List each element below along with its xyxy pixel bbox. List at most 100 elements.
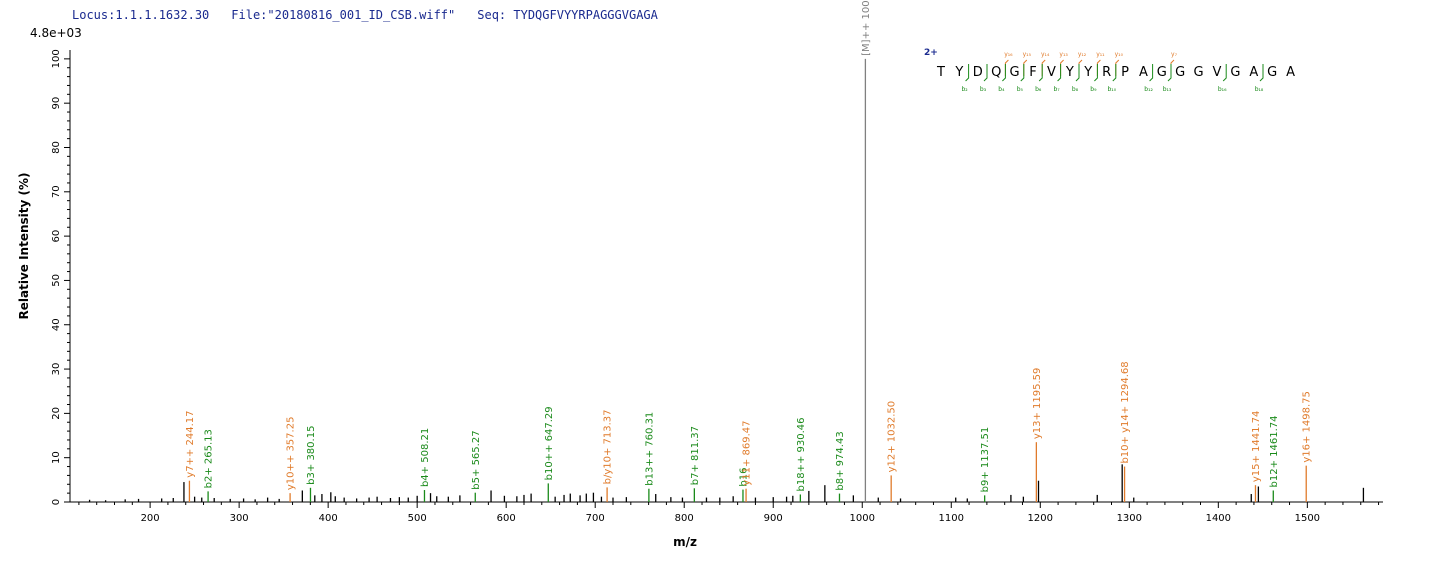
b-mark-label: b₅	[1017, 86, 1024, 93]
b-cleavage-mark	[1149, 64, 1154, 82]
residue: G	[1194, 65, 1204, 80]
peaks-layer	[88, 58, 1365, 502]
b-mark-label: b₁₂	[1144, 86, 1153, 93]
residue: G	[1175, 65, 1185, 80]
b-mark-label: b₆	[1035, 86, 1042, 93]
y-mark-label: y₁₂	[1078, 51, 1087, 58]
peak-label: b18++ 930.46	[796, 417, 807, 491]
peak-label: b16	[738, 468, 749, 487]
b-mark-label: b₁₈	[1255, 86, 1264, 93]
y-mark-label: y₁₀	[1115, 51, 1124, 58]
b-mark-label: b₉	[1090, 86, 1097, 93]
peak-label: y7++ 244.17	[185, 411, 196, 478]
y-tick-label: 80	[51, 141, 62, 154]
x-tick-label: 800	[675, 513, 694, 524]
spectrum-header: Locus:1.1.1.1632.30 File:"20180816_001_ID…	[72, 8, 680, 22]
peak-label: b5+ 565.27	[471, 430, 482, 489]
b-cleavage-mark	[1222, 64, 1227, 82]
residue: A	[1139, 65, 1148, 80]
peak-label: b2+ 265.13	[204, 429, 215, 488]
residue: Q	[991, 65, 1001, 80]
b-cleavage-mark	[1057, 64, 1062, 82]
peak-label: y12+ 1032.50	[887, 401, 898, 473]
b-mark-label: b₄	[998, 86, 1005, 93]
peak-label: b10++ 647.29	[544, 406, 555, 480]
peak-label: y13+ 1195.59	[1032, 368, 1043, 440]
peak-label: b13++ 760.31	[644, 412, 655, 486]
b-cleavage-mark	[1094, 64, 1098, 82]
residue: G	[1267, 65, 1277, 80]
residue: D	[973, 65, 983, 80]
x-tick-label: 500	[408, 513, 427, 524]
axes: 200 300 400 500 600 700 800 900 1000 1100 1200 1300…	[51, 49, 1383, 524]
residue: F	[1029, 65, 1036, 80]
residue: V	[1047, 65, 1056, 80]
residue: Y	[954, 65, 963, 80]
y-axis-title: Relative Intensity (%)	[17, 173, 31, 320]
y-tick-label: 20	[51, 407, 62, 420]
b-mark-label: b₇	[1053, 86, 1060, 93]
b-cleavage-mark	[1112, 64, 1117, 82]
residue: Y	[1065, 65, 1074, 80]
b-mark-label: b₁₃	[1163, 86, 1172, 93]
y-mark-label: y₁₆	[1004, 51, 1013, 58]
peak-label: b8+ 974.43	[835, 431, 846, 490]
peak-label: b7+ 811.37	[690, 426, 701, 485]
y-mark-label: y₁₃	[1059, 51, 1068, 58]
x-tick-label: 1400	[1206, 513, 1231, 524]
b-cleavage-mark	[1038, 64, 1043, 82]
residue: G	[1230, 65, 1240, 80]
b-cleavage-mark	[1002, 64, 1006, 82]
b-cleavage-mark	[983, 64, 988, 82]
x-tick-label: 200	[141, 513, 160, 524]
b-mark-label: b₂	[961, 86, 968, 93]
x-tick-label: 900	[764, 513, 783, 524]
x-tick-label: 1200	[1028, 513, 1053, 524]
y-tick-label: 60	[51, 230, 62, 243]
y-mark-label: y₁₄	[1041, 51, 1050, 58]
peak-label: b10+ y14+ 1294.68	[1120, 361, 1131, 463]
x-tick-label: 400	[319, 513, 338, 524]
y-mark-label: y₁₁	[1096, 51, 1105, 58]
y-tick-label: 40	[51, 318, 62, 331]
residue: G	[1010, 65, 1020, 80]
x-tick-label: 300	[230, 513, 249, 524]
b-mark-label: b₈	[1072, 86, 1079, 93]
residue: P	[1121, 65, 1129, 80]
b-mark-label: b₁₀	[1107, 86, 1116, 93]
residue: V	[1213, 65, 1222, 80]
x-tick-label: 1500	[1295, 513, 1320, 524]
y-tick-label: 50	[51, 274, 62, 287]
charge-label: 2+	[924, 48, 938, 58]
y-tick-label: 70	[51, 185, 62, 198]
y-tick-label: 30	[51, 363, 62, 376]
peak-label: y10++ 357.25	[286, 417, 297, 491]
max-intensity-label: 4.8e+03	[30, 26, 82, 40]
b-cleavage-mark	[1259, 64, 1264, 82]
residue: A	[1249, 65, 1258, 80]
y-tick-label: 90	[51, 97, 62, 110]
residue: T	[936, 65, 945, 80]
peak-label: y11+ 869.47	[742, 421, 753, 486]
y-mark-label: y₁₅	[1023, 51, 1032, 58]
x-tick-label: 1300	[1117, 513, 1142, 524]
b-cleavage-mark	[1075, 64, 1080, 82]
residue: Y	[1083, 65, 1092, 80]
peak-label: y15+ 1441.74	[1251, 411, 1262, 483]
sequence-label: Seq: TYDQGFVYYRPAGGGVGAGA	[477, 8, 658, 22]
x-tick-label: 1000	[850, 513, 875, 524]
x-axis-title: m/z	[673, 535, 697, 549]
peak-labels-layer: y7++ 244.17 b2+ 265.13 y10++ 357.25 b3+ 380…	[185, 0, 1313, 492]
residue: G	[1157, 65, 1167, 80]
y-mark-label: y₇	[1171, 51, 1178, 58]
b-mark-label: b₁₆	[1218, 86, 1227, 93]
x-tick-label: 600	[497, 513, 516, 524]
residue: R	[1102, 65, 1111, 80]
peak-label: b3+ 380.15	[306, 426, 317, 485]
y-tick-label: 0	[51, 499, 62, 505]
file-label: File:"20180816_001_ID_CSB.wiff"	[231, 8, 456, 22]
x-tick-label: 1100	[939, 513, 964, 524]
y-tick-label: 10	[51, 451, 62, 464]
